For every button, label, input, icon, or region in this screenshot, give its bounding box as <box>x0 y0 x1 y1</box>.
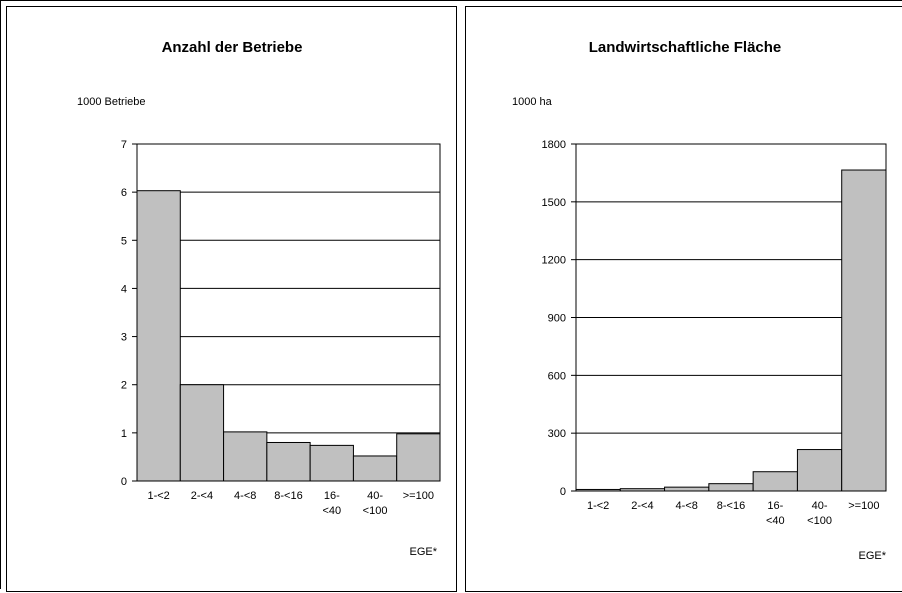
chart-flaeche: Landwirtschaftliche Fläche 1000 ha EGE* … <box>512 39 887 562</box>
chart-betriebe: Anzahl der Betriebe 1000 Betriebe EGE* 0… <box>77 39 441 558</box>
x-tick-label: 4-<8 <box>676 500 698 512</box>
x-tick-label: <40 <box>766 515 785 527</box>
y-tick-label: 4 <box>121 283 127 295</box>
outer-frame-left <box>0 0 1 589</box>
x-tick-label: 40- <box>367 490 383 502</box>
x-tick-label: 1-<2 <box>147 490 169 502</box>
bar <box>796 449 843 492</box>
y-tick-label: 3 <box>121 332 127 344</box>
y-tick-label: 1800 <box>542 139 566 151</box>
y-axis-label: 1000 Betriebe <box>77 96 146 108</box>
y-tick-label: 1200 <box>542 255 566 267</box>
x-tick-label: 2-<4 <box>631 500 653 512</box>
y-tick-label: 7 <box>121 139 127 151</box>
y-tick-label: 600 <box>548 370 566 382</box>
bar <box>136 190 181 482</box>
bar <box>266 441 311 482</box>
x-tick-label: 2-<4 <box>191 490 213 502</box>
y-tick-label: 0 <box>560 486 566 498</box>
y-tick-label: 5 <box>121 235 127 247</box>
y-axis-label: 1000 ha <box>512 96 553 108</box>
x-tick-label: 1-<2 <box>587 500 609 512</box>
y-tick-label: 900 <box>548 313 566 325</box>
x-tick-label: <100 <box>363 505 388 517</box>
chart-title: Anzahl der Betriebe <box>162 39 303 56</box>
x-tick-label: 40- <box>812 500 828 512</box>
x-tick-label: 16- <box>767 500 783 512</box>
outer-frame-top <box>0 0 902 1</box>
x-tick-label: 8-<16 <box>717 500 745 512</box>
y-tick-label: 300 <box>548 428 566 440</box>
x-tick-label: >=100 <box>848 500 879 512</box>
bar <box>752 471 798 492</box>
bar <box>396 433 441 482</box>
y-tick-label: 1500 <box>542 197 566 209</box>
chart-panel-flaeche: Landwirtschaftliche Fläche 1000 ha EGE* … <box>465 6 902 592</box>
plot-area-frame <box>136 143 441 482</box>
bar <box>664 486 710 492</box>
chart-panel-betriebe: Anzahl der Betriebe 1000 Betriebe EGE* 0… <box>6 6 457 592</box>
y-tick-label: 6 <box>121 187 127 199</box>
x-axis-label: EGE* <box>858 550 886 562</box>
x-tick-label: 16- <box>324 490 340 502</box>
x-tick-label: <100 <box>807 515 832 527</box>
bar <box>179 384 225 482</box>
y-tick-label: 0 <box>121 476 127 488</box>
x-tick-label: 4-<8 <box>234 490 256 502</box>
x-axis-label: EGE* <box>409 546 437 558</box>
bar <box>841 169 887 492</box>
bar <box>352 455 398 482</box>
x-tick-label: >=100 <box>403 490 434 502</box>
chart-title: Landwirtschaftliche Fläche <box>589 39 782 56</box>
bar <box>708 483 754 492</box>
bar <box>223 431 268 482</box>
y-tick-label: 1 <box>121 428 127 440</box>
bar <box>309 444 354 482</box>
x-tick-label: <40 <box>322 505 341 517</box>
x-tick-label: 8-<16 <box>274 490 302 502</box>
y-tick-label: 2 <box>121 380 127 392</box>
